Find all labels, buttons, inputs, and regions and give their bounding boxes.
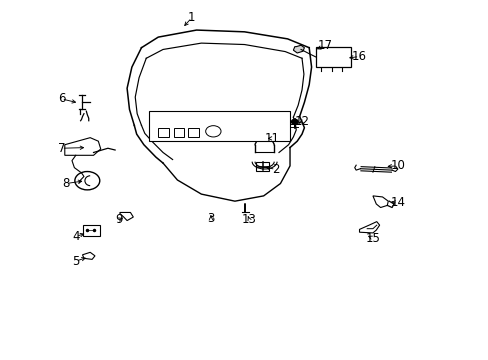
Text: 6: 6 <box>58 93 65 105</box>
Text: 17: 17 <box>317 40 332 53</box>
Polygon shape <box>120 212 133 221</box>
Text: 14: 14 <box>389 197 405 210</box>
Bar <box>316 47 350 67</box>
Text: 13: 13 <box>242 213 256 226</box>
Text: 1: 1 <box>188 11 195 24</box>
Text: 12: 12 <box>294 115 309 128</box>
Bar <box>173 128 184 137</box>
Text: 3: 3 <box>207 212 214 225</box>
Text: 15: 15 <box>365 232 380 245</box>
Bar <box>82 225 100 236</box>
Polygon shape <box>64 138 101 155</box>
Text: 10: 10 <box>389 159 405 172</box>
Polygon shape <box>359 222 379 233</box>
Polygon shape <box>372 196 387 207</box>
Text: 11: 11 <box>264 132 279 145</box>
Circle shape <box>291 119 298 124</box>
Bar <box>158 128 168 137</box>
Bar <box>148 111 289 141</box>
Text: 16: 16 <box>351 50 366 63</box>
Text: 5: 5 <box>72 255 80 267</box>
Text: 8: 8 <box>62 177 70 190</box>
Text: 4: 4 <box>72 230 80 243</box>
Bar <box>188 128 199 137</box>
Bar <box>256 162 269 171</box>
Text: 9: 9 <box>115 213 122 226</box>
Text: 2: 2 <box>271 163 279 176</box>
Text: 7: 7 <box>58 142 65 155</box>
Polygon shape <box>293 45 304 53</box>
Polygon shape <box>82 252 95 259</box>
